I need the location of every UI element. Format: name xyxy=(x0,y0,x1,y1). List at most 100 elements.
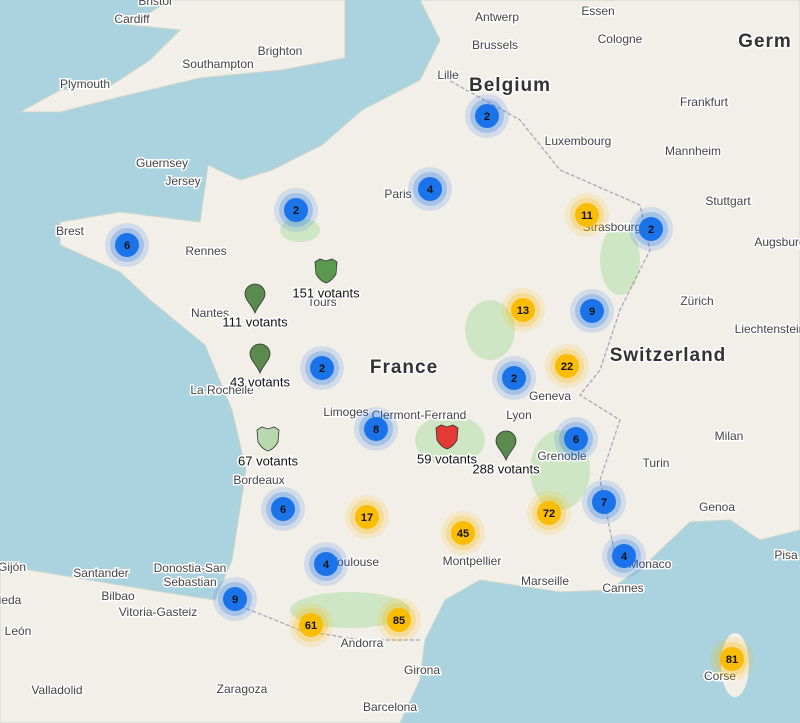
place-label: Zaragoza xyxy=(217,682,268,696)
cluster-dot xyxy=(284,198,308,222)
forest xyxy=(280,218,640,628)
place-label: Paris xyxy=(384,187,411,201)
marker-label: 288 votants xyxy=(472,461,540,476)
cluster[interactable]: 13 xyxy=(501,288,545,332)
cluster-dot xyxy=(223,587,247,611)
marker[interactable]: 67 votants xyxy=(237,426,300,470)
country-label: Germ xyxy=(738,31,792,52)
cluster[interactable]: 61 xyxy=(289,603,333,647)
cluster[interactable]: 85 xyxy=(377,598,421,642)
country-label: Switzerland xyxy=(610,345,727,366)
cluster-count: 2 xyxy=(484,111,490,123)
cluster-dot xyxy=(314,552,338,576)
cluster-count: 9 xyxy=(232,594,238,606)
place-label: Cardiff xyxy=(114,12,150,26)
marker[interactable]: 151 votants xyxy=(291,258,362,302)
marker-icon xyxy=(244,283,266,315)
cluster-dot xyxy=(299,613,323,637)
markers: 151 votants 111 votants 43 votants 67 votan… xyxy=(221,258,542,478)
cluster-dot xyxy=(612,544,636,568)
place-label: Turin xyxy=(643,456,670,470)
cluster-dot xyxy=(537,501,561,525)
cluster-count: 7 xyxy=(601,497,607,509)
marker-icon xyxy=(249,343,271,375)
cluster-dot xyxy=(592,490,616,514)
cluster-count: 13 xyxy=(517,305,529,317)
place-label: Plymouth xyxy=(60,77,110,91)
cluster[interactable]: 8 xyxy=(354,407,398,451)
cluster-count: 85 xyxy=(393,615,405,627)
place-label: Brest xyxy=(56,224,85,238)
place-label: Barcelona xyxy=(363,700,417,714)
place-label: Brighton xyxy=(258,44,303,58)
cluster[interactable]: 6 xyxy=(105,223,149,267)
cluster[interactable]: 6 xyxy=(554,417,598,461)
marker[interactable]: 288 votants xyxy=(471,430,542,478)
cluster[interactable]: 2 xyxy=(465,94,509,138)
place-label: Grenoble xyxy=(537,449,587,463)
cluster[interactable]: 22 xyxy=(545,344,589,388)
place-label: Mannheim xyxy=(665,144,721,158)
cluster-count: 8 xyxy=(373,424,379,436)
place-label: Cannes xyxy=(602,581,643,595)
place-label: Vitoria-Gasteiz xyxy=(119,605,197,619)
cluster[interactable]: 2 xyxy=(492,356,536,400)
cluster-dot xyxy=(580,299,604,323)
marker-label: 151 votants xyxy=(292,285,360,300)
cluster[interactable]: 9 xyxy=(570,289,614,333)
cluster[interactable]: 4 xyxy=(408,167,452,211)
place-label: Nantes xyxy=(191,306,229,320)
place-label: Montpellier xyxy=(443,554,502,568)
cluster-dot xyxy=(451,521,475,545)
place-label: Liechtenstein xyxy=(735,322,800,336)
marker[interactable]: 111 votants xyxy=(221,283,290,331)
place-label: Luxembourg xyxy=(545,134,612,148)
cluster[interactable]: 6 xyxy=(261,487,305,531)
cluster-dot xyxy=(364,417,388,441)
marker-label: 111 votants xyxy=(222,314,288,329)
cluster[interactable]: 11 xyxy=(565,193,609,237)
cluster[interactable]: 81 xyxy=(710,637,754,681)
place-label: Marseille xyxy=(521,574,569,588)
cluster[interactable]: 2 xyxy=(274,188,318,232)
marker-label: 67 votants xyxy=(238,453,298,468)
place-label: Santander xyxy=(73,566,128,580)
cluster[interactable]: 4 xyxy=(602,534,646,578)
marker-icon xyxy=(495,430,517,462)
cluster[interactable]: 9 xyxy=(213,577,257,621)
place-label: Brussels xyxy=(472,38,518,52)
cluster[interactable]: 17 xyxy=(345,495,389,539)
place-label: Tours xyxy=(307,295,336,309)
place-label: Essen xyxy=(581,4,614,18)
marker[interactable]: 43 votants xyxy=(229,343,292,391)
place-label: Guernsey xyxy=(136,156,188,170)
cluster-count: 6 xyxy=(280,504,286,516)
cluster[interactable]: 2 xyxy=(629,207,673,251)
cluster[interactable]: 2 xyxy=(300,346,344,390)
place-label: Jersey xyxy=(165,174,200,188)
place-label: Antwerp xyxy=(475,10,519,24)
place-label: Lyon xyxy=(506,408,532,422)
place-label: León xyxy=(5,624,32,638)
place-label: Milan xyxy=(715,429,744,443)
cluster-dot xyxy=(639,217,663,241)
cluster-dot xyxy=(271,497,295,521)
cluster-dot xyxy=(511,298,535,322)
cluster-dot xyxy=(418,177,442,201)
cluster-dot xyxy=(575,203,599,227)
cluster-count: 2 xyxy=(319,363,325,375)
cluster[interactable]: 7 xyxy=(582,480,626,524)
cluster[interactable]: 72 xyxy=(527,491,571,535)
place-label: Southampton xyxy=(182,57,253,71)
place-label: Strasbourg xyxy=(583,220,642,234)
cluster[interactable]: 4 xyxy=(304,542,348,586)
border xyxy=(229,77,651,641)
marker-label: 43 votants xyxy=(230,374,290,389)
cluster[interactable]: 45 xyxy=(441,511,485,555)
place-label: Andorra xyxy=(341,636,384,650)
marker[interactable]: 59 votants xyxy=(416,424,479,468)
place-label: Toulouse xyxy=(331,555,379,569)
